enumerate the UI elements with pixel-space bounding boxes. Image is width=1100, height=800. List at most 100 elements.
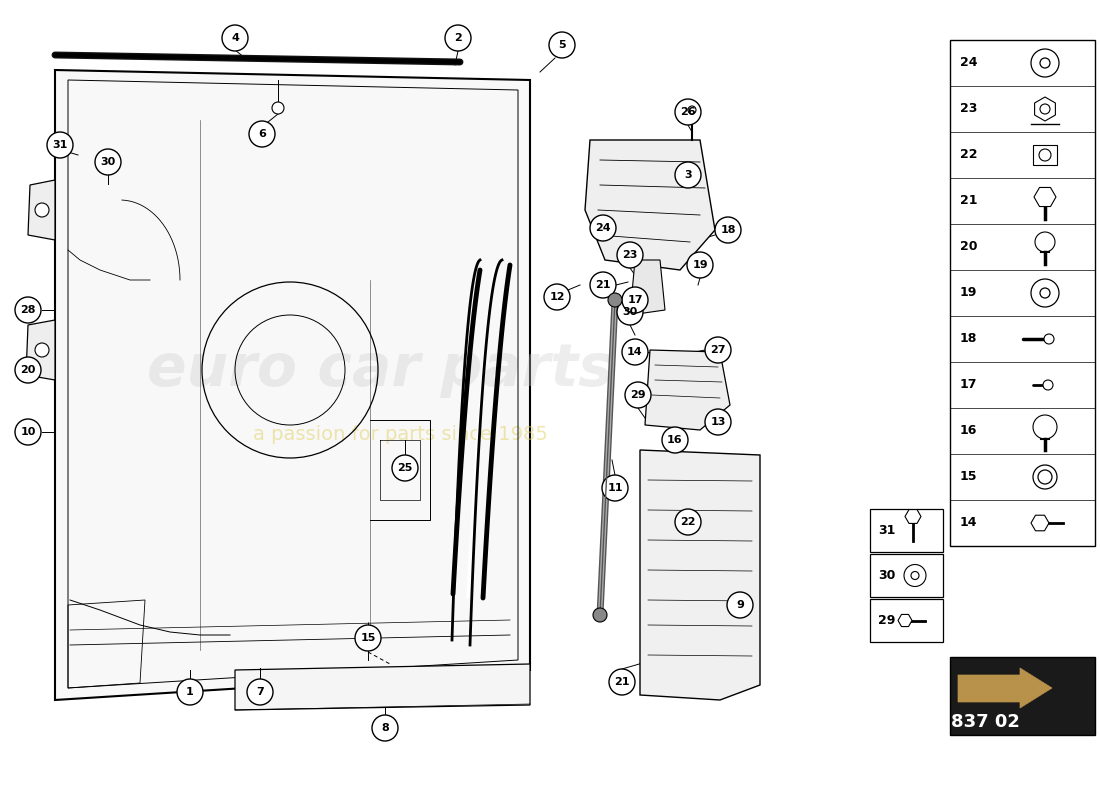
Circle shape [715, 217, 741, 243]
Bar [870, 554, 943, 597]
Text: 1: 1 [186, 687, 194, 697]
Circle shape [617, 299, 643, 325]
Text: 23: 23 [623, 250, 638, 260]
Circle shape [621, 339, 648, 365]
Circle shape [688, 252, 713, 278]
Polygon shape [640, 450, 760, 700]
Bar [870, 599, 943, 642]
Polygon shape [26, 320, 55, 380]
Circle shape [222, 25, 248, 51]
Text: 24: 24 [595, 223, 610, 233]
Text: 20: 20 [20, 365, 35, 375]
Circle shape [688, 106, 696, 114]
Circle shape [904, 565, 926, 586]
Text: 18: 18 [960, 333, 978, 346]
Circle shape [1040, 58, 1050, 68]
Circle shape [608, 293, 622, 307]
Text: 11: 11 [607, 483, 623, 493]
Circle shape [705, 409, 732, 435]
Circle shape [1044, 334, 1054, 344]
Text: 16: 16 [668, 435, 683, 445]
Text: 21: 21 [960, 194, 978, 207]
Circle shape [249, 121, 275, 147]
Circle shape [1033, 465, 1057, 489]
Text: 17: 17 [960, 378, 978, 391]
Circle shape [662, 427, 688, 453]
Bar [950, 40, 1094, 546]
Circle shape [47, 132, 73, 158]
Text: 15: 15 [960, 470, 978, 483]
Circle shape [35, 203, 50, 217]
Text: 30: 30 [100, 157, 116, 167]
Text: 27: 27 [711, 345, 726, 355]
Circle shape [602, 475, 628, 501]
Text: 23: 23 [960, 102, 978, 115]
Circle shape [617, 242, 643, 268]
Text: euro car parts: euro car parts [147, 342, 613, 398]
Text: 29: 29 [878, 614, 895, 627]
Circle shape [1031, 279, 1059, 307]
Circle shape [446, 25, 471, 51]
Circle shape [675, 99, 701, 125]
Text: 14: 14 [960, 517, 978, 530]
Text: 4: 4 [231, 33, 239, 43]
Circle shape [392, 455, 418, 481]
Text: 6: 6 [258, 129, 266, 139]
Circle shape [248, 679, 273, 705]
Text: 837 02: 837 02 [950, 713, 1020, 731]
Text: 15: 15 [361, 633, 376, 643]
Circle shape [705, 337, 732, 363]
Polygon shape [235, 664, 530, 710]
Circle shape [1031, 49, 1059, 77]
Text: 26: 26 [680, 107, 696, 117]
Polygon shape [55, 70, 530, 700]
Polygon shape [958, 668, 1052, 708]
Polygon shape [1034, 187, 1056, 206]
Polygon shape [1035, 97, 1055, 121]
Circle shape [590, 215, 616, 241]
Bar [1033, 145, 1057, 165]
Text: 28: 28 [20, 305, 35, 315]
Text: 22: 22 [680, 517, 695, 527]
Text: 21: 21 [595, 280, 610, 290]
Circle shape [355, 625, 381, 651]
Text: 14: 14 [627, 347, 642, 357]
Circle shape [727, 592, 754, 618]
Text: 17: 17 [627, 295, 642, 305]
Text: 5: 5 [558, 40, 565, 50]
Circle shape [609, 669, 635, 695]
Text: 22: 22 [960, 149, 978, 162]
Text: 18: 18 [720, 225, 736, 235]
Circle shape [15, 419, 41, 445]
Circle shape [1038, 470, 1052, 484]
Text: 13: 13 [711, 417, 726, 427]
Text: 31: 31 [878, 524, 895, 537]
Circle shape [1040, 149, 1050, 161]
Text: 12: 12 [549, 292, 564, 302]
Text: 21: 21 [614, 677, 629, 687]
Text: 30: 30 [878, 569, 895, 582]
Bar [870, 509, 943, 552]
Circle shape [15, 297, 41, 323]
Text: 20: 20 [960, 241, 978, 254]
Circle shape [590, 272, 616, 298]
Polygon shape [898, 614, 912, 626]
Circle shape [625, 382, 651, 408]
Circle shape [621, 287, 648, 313]
Text: 9: 9 [736, 600, 744, 610]
Text: 24: 24 [960, 57, 978, 70]
Bar [950, 657, 1094, 735]
Circle shape [1040, 288, 1050, 298]
Circle shape [1033, 415, 1057, 439]
Text: 3: 3 [684, 170, 692, 180]
Circle shape [372, 715, 398, 741]
Circle shape [35, 343, 50, 357]
Circle shape [1043, 380, 1053, 390]
Polygon shape [1031, 515, 1049, 530]
Text: 2: 2 [454, 33, 462, 43]
Circle shape [1035, 232, 1055, 252]
Circle shape [1040, 104, 1050, 114]
Polygon shape [905, 510, 921, 523]
Text: 31: 31 [53, 140, 68, 150]
Text: a passion for parts since 1985: a passion for parts since 1985 [253, 426, 548, 445]
